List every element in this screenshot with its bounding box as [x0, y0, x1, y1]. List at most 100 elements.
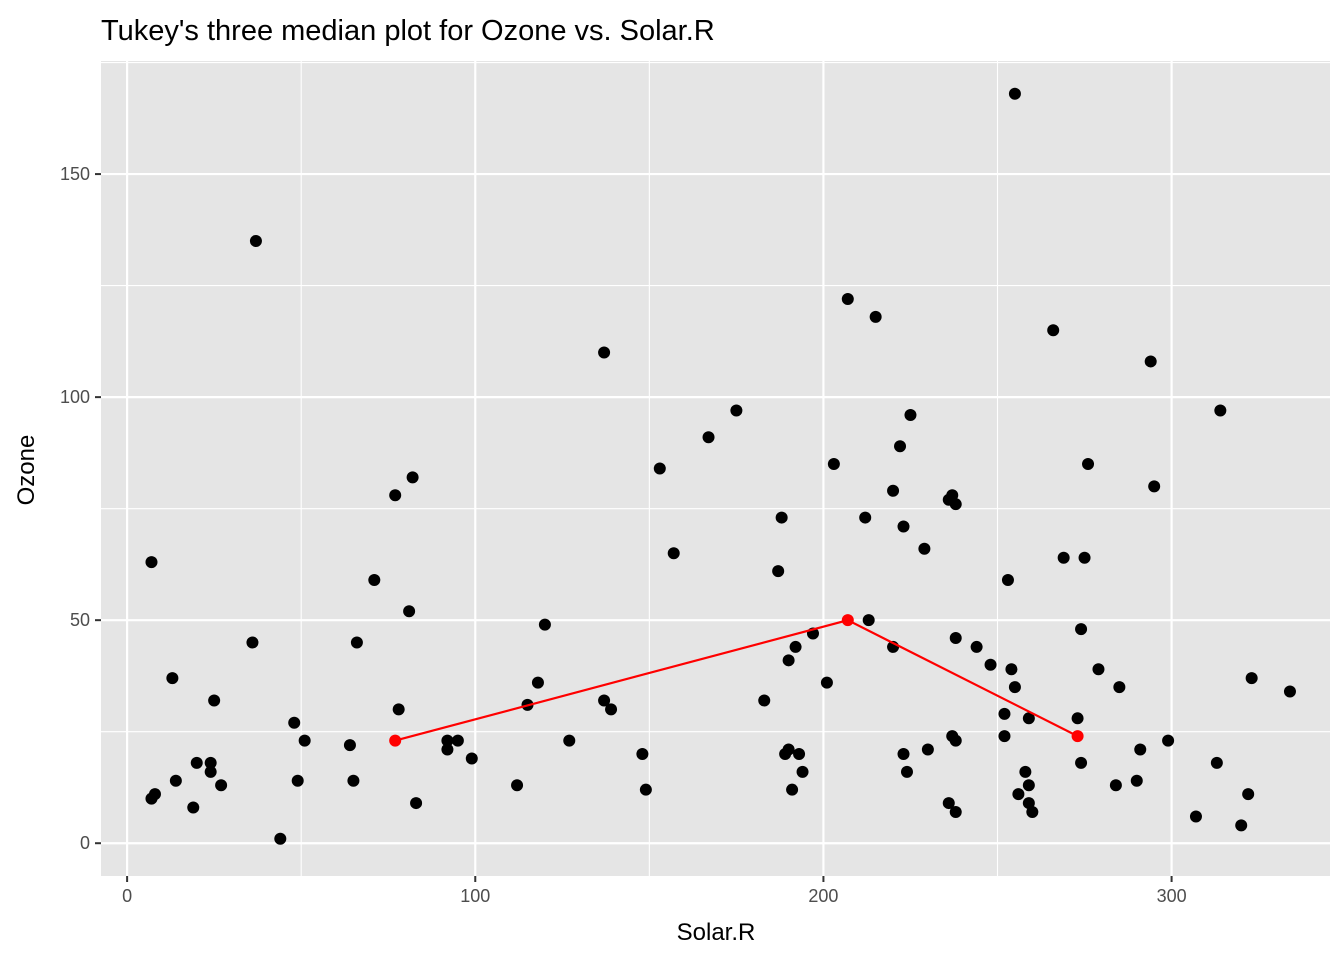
data-point [636, 747, 649, 760]
data-point [169, 774, 182, 787]
data-point [820, 676, 833, 689]
data-point [887, 484, 900, 497]
data-point [897, 520, 910, 533]
data-point [368, 574, 381, 587]
data-point [1075, 756, 1088, 769]
data-point [984, 658, 997, 671]
data-point [531, 676, 544, 689]
data-point [841, 292, 854, 305]
data-point [246, 636, 259, 649]
chart-title: Tukey's three median plot for Ozone vs. … [101, 15, 715, 47]
data-point [859, 511, 872, 524]
data-point [538, 618, 551, 631]
data-point [389, 489, 402, 502]
data-point [1012, 788, 1025, 801]
data-point [786, 783, 799, 796]
data-point [204, 756, 217, 769]
x-tick-label: 100 [460, 886, 490, 906]
data-point [406, 471, 419, 484]
data-point [204, 765, 217, 778]
data-point [288, 716, 301, 729]
y-tick-label: 150 [60, 164, 90, 184]
data-point [779, 747, 792, 760]
data-point [1022, 779, 1035, 792]
data-point [904, 408, 917, 421]
data-point [998, 707, 1011, 720]
data-point [949, 805, 962, 818]
x-tick-label: 0 [122, 886, 132, 906]
data-point [187, 801, 200, 814]
data-point [702, 431, 715, 444]
data-point [249, 234, 262, 247]
data-point [298, 734, 311, 747]
median-point [841, 614, 854, 627]
data-point [796, 765, 809, 778]
data-point [208, 694, 221, 707]
data-point [970, 640, 983, 653]
y-tick-label: 0 [80, 833, 90, 853]
data-point [350, 636, 363, 649]
data-point [465, 752, 478, 765]
data-point [1134, 743, 1147, 756]
data-point [1214, 404, 1227, 417]
data-point [900, 765, 913, 778]
data-point [667, 547, 680, 560]
data-point [1019, 765, 1032, 778]
data-point [598, 694, 611, 707]
data-point [1245, 672, 1258, 685]
data-point [949, 632, 962, 645]
x-axis-title: Solar.R [677, 919, 756, 946]
y-tick-label: 100 [60, 387, 90, 407]
data-point [1008, 681, 1021, 694]
data-point [1001, 574, 1014, 587]
data-point [758, 694, 771, 707]
data-point [782, 654, 795, 667]
data-point [793, 747, 806, 760]
data-point [1047, 324, 1060, 337]
data-point [1075, 623, 1088, 636]
data-point [166, 672, 179, 685]
data-point [1057, 551, 1070, 564]
data-point [1008, 87, 1021, 100]
y-tick-label: 50 [70, 610, 90, 630]
scatter-points [145, 87, 1296, 845]
data-point [1022, 797, 1035, 810]
data-point [1148, 480, 1161, 493]
data-point [1283, 685, 1296, 698]
axes: 0 100 200 300 0 50 100 150 [60, 164, 1187, 906]
data-point [274, 832, 287, 845]
minor-gridlines [101, 61, 1330, 876]
data-point [949, 734, 962, 747]
data-point [998, 730, 1011, 743]
data-point [598, 346, 611, 359]
data-point [511, 779, 524, 792]
data-point [605, 703, 618, 716]
data-point [1144, 355, 1157, 368]
data-point [1078, 551, 1091, 564]
data-point [343, 739, 356, 752]
median-point [389, 734, 402, 747]
data-point [145, 556, 158, 569]
data-point [946, 489, 959, 502]
data-point [215, 779, 228, 792]
data-point [1113, 681, 1126, 694]
median-point [1071, 730, 1084, 743]
data-point [190, 756, 203, 769]
data-point [1242, 788, 1255, 801]
data-point [410, 797, 423, 810]
data-point [827, 458, 840, 471]
data-point [451, 734, 464, 747]
data-point [869, 310, 882, 323]
data-point [1071, 712, 1084, 725]
data-point [897, 747, 910, 760]
data-point [1189, 810, 1202, 823]
plot-panel [101, 61, 1330, 876]
major-gridlines [101, 61, 1330, 876]
data-point [1082, 458, 1095, 471]
data-point [639, 783, 652, 796]
data-point [1210, 756, 1223, 769]
data-point [441, 743, 454, 756]
data-point [347, 774, 360, 787]
data-point [145, 792, 158, 805]
